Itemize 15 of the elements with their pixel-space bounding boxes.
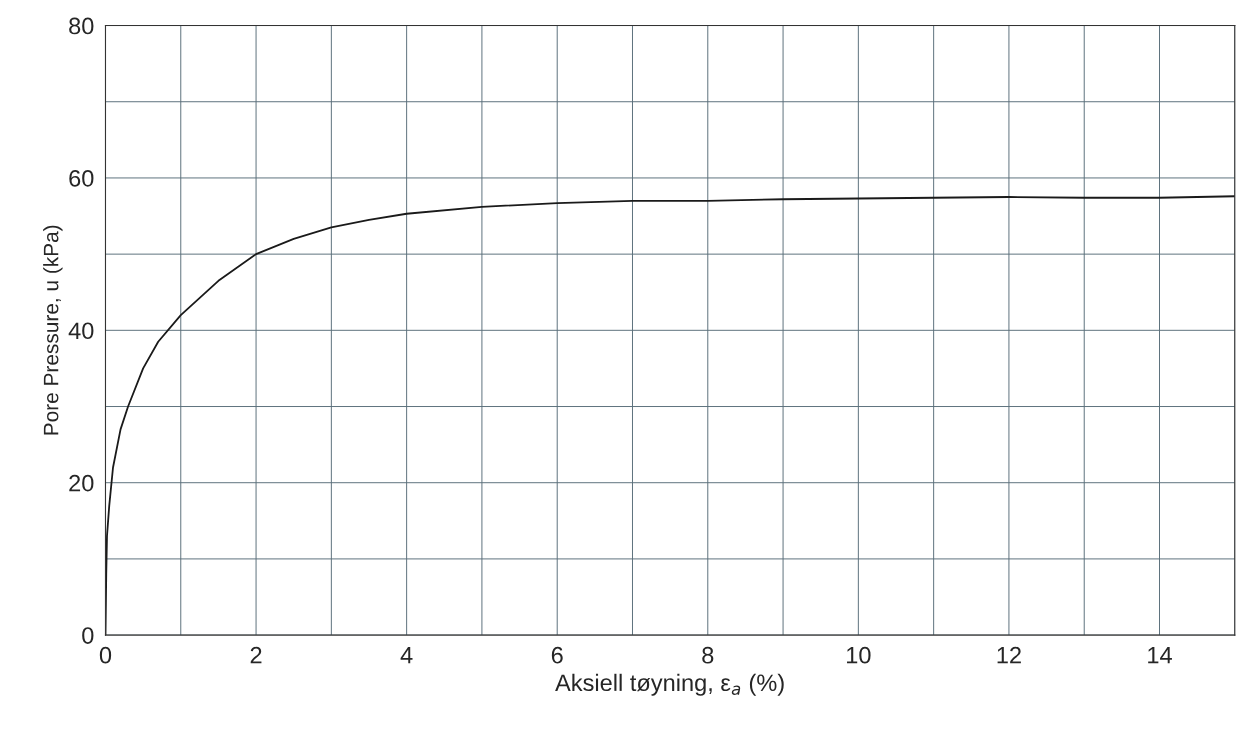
x-tick-label: 4 bbox=[400, 647, 413, 664]
x-tick-label: 6 bbox=[551, 646, 563, 664]
x-tick-label: 14 bbox=[1148, 647, 1172, 664]
x-axis-title: Aksiell tøyning, ε$_{a}$ (%) bbox=[555, 673, 784, 696]
x-tick-label: 0 bbox=[99, 646, 112, 664]
y-tick-label: 40 bbox=[68, 322, 94, 340]
y-tick-label: 80 bbox=[69, 17, 94, 35]
y-axis-title: Pore Pressure, u (kPa) bbox=[43, 225, 63, 435]
x-tick-label: 10 bbox=[847, 646, 871, 664]
x-tick-label: 8 bbox=[702, 646, 714, 664]
x-tick-label: 12 bbox=[997, 646, 1021, 664]
x-tick-label: 2 bbox=[250, 646, 262, 664]
y-tick-label: 60 bbox=[69, 170, 94, 187]
y-tick-label: 20 bbox=[69, 474, 94, 492]
y-tick-label: 0 bbox=[82, 627, 94, 644]
